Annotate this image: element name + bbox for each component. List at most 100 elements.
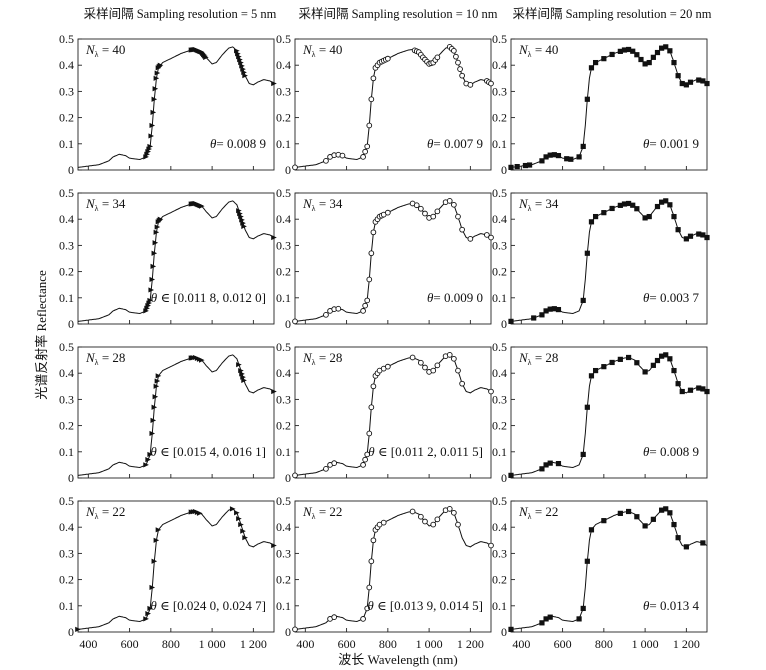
- panel-r3-c2: 0 0.1 0.2 0.3 0.4 0.5 400 600 800 1 000 1 200 Nλ = …: [492, 494, 708, 651]
- x-tick-label: 800: [379, 637, 397, 651]
- panel-frame: [510, 38, 708, 171]
- y-tick-label: 0.3: [492, 546, 507, 560]
- data-point-square: [576, 616, 582, 622]
- data-point-triangle: [150, 263, 157, 269]
- y-tick-label: 0.3: [492, 238, 507, 252]
- data-point-square: [543, 308, 549, 314]
- y-tick-label: 0.4: [59, 520, 74, 534]
- y-tick-label: 0: [501, 163, 507, 177]
- data-point-triangle: [240, 528, 246, 534]
- data-point-square: [650, 362, 656, 368]
- y-tick-label: 0.4: [276, 212, 291, 226]
- theta-label: θ= 0.007 9: [427, 136, 483, 151]
- x-tick-label: 1 200: [673, 637, 700, 651]
- data-point-square: [704, 234, 710, 241]
- data-point-triangle: [145, 611, 151, 617]
- n-lambda-label: Nλ = 40: [518, 42, 558, 59]
- y-tick-label: 0.2: [276, 111, 291, 125]
- y-tick-label: 0.1: [276, 291, 291, 305]
- data-point-square: [543, 462, 549, 468]
- y-tick-label: 0: [501, 471, 507, 485]
- data-point-circle: [370, 537, 377, 544]
- data-point-square: [617, 510, 623, 516]
- data-point-circle: [446, 506, 453, 512]
- y-tick-label: 0.3: [59, 84, 74, 98]
- n-lambda-label: Nλ = 28: [85, 350, 125, 367]
- data-point-square: [539, 466, 545, 472]
- data-point-square: [539, 312, 545, 318]
- panel-frame: [294, 192, 492, 325]
- data-point-square: [580, 605, 586, 612]
- data-point-square: [667, 48, 673, 54]
- y-tick-label: 0.5: [59, 186, 74, 200]
- data-point-triangle: [242, 73, 248, 79]
- data-point-square: [667, 510, 673, 516]
- data-point-square: [601, 364, 607, 370]
- data-point-square: [555, 306, 562, 313]
- data-point-triangle: [149, 584, 156, 591]
- data-point-triangle: [151, 250, 158, 256]
- data-point-triangle: [271, 542, 277, 549]
- data-point-triangle: [157, 62, 164, 68]
- y-tick-label: 0.2: [59, 111, 74, 125]
- data-point-triangle: [203, 54, 209, 60]
- y-tick-label: 0.3: [59, 392, 74, 406]
- data-point-square: [609, 51, 615, 58]
- data-point-square: [659, 507, 665, 513]
- n-lambda-label: Nλ = 22: [85, 504, 125, 521]
- data-point-triangle: [147, 451, 154, 458]
- x-tick-label: 800: [595, 637, 613, 651]
- y-tick-label: 0.5: [276, 186, 291, 200]
- data-point-circle: [467, 236, 474, 242]
- data-point-circle: [453, 53, 459, 60]
- column-title-10nm: 采样间隔 Sampling resolution = 10 nm: [298, 6, 497, 21]
- y-tick-label: 0.3: [276, 546, 291, 560]
- data-point-square: [539, 158, 545, 164]
- y-tick-label: 0.2: [492, 111, 507, 125]
- x-tick-label: 600: [338, 637, 356, 651]
- data-point-square: [626, 46, 632, 53]
- data-point-circle: [292, 164, 298, 171]
- data-point-square: [654, 203, 661, 210]
- y-tick-label: 0.4: [59, 366, 74, 380]
- column-title-20nm: 采样间隔 Sampling resolution = 20 nm: [512, 6, 711, 21]
- y-tick-label: 0.5: [492, 186, 507, 200]
- data-point-square: [543, 616, 549, 622]
- data-point-square: [659, 45, 665, 51]
- data-point-square: [687, 233, 694, 239]
- data-point-triangle: [155, 373, 162, 379]
- data-point-square: [617, 356, 623, 362]
- data-point-circle: [455, 367, 461, 374]
- data-point-circle: [292, 318, 298, 325]
- y-tick-label: 0.5: [276, 494, 291, 508]
- data-point-triangle: [143, 616, 149, 622]
- data-point-triangle: [145, 457, 151, 463]
- data-point-square: [626, 508, 632, 515]
- panel-r2-c2: 0 0.1 0.2 0.3 0.4 0.5 Nλ = 28 θ= 0.008 9: [492, 340, 710, 485]
- data-point-circle: [430, 367, 437, 374]
- data-point-circle: [457, 66, 463, 72]
- data-point-square: [642, 61, 648, 67]
- data-point-square: [526, 162, 533, 168]
- theta-label: θ= 0.001 9: [643, 136, 699, 151]
- data-point-circle: [364, 605, 371, 612]
- y-tick-label: 0.4: [276, 520, 291, 534]
- data-point-square: [700, 78, 706, 84]
- x-tick-label: 1 000: [199, 637, 226, 651]
- y-tick-label: 0.1: [492, 291, 507, 305]
- data-point-square: [592, 59, 599, 66]
- data-point-circle: [384, 55, 391, 62]
- data-point-circle: [488, 388, 494, 395]
- panel-frame: [294, 38, 492, 171]
- y-tick-label: 0.1: [59, 445, 74, 459]
- data-point-square: [592, 367, 599, 374]
- data-point-square: [675, 227, 681, 233]
- data-point-square: [659, 199, 665, 205]
- panel-frame: [77, 192, 275, 325]
- y-tick-label: 0.3: [59, 546, 74, 560]
- y-tick-label: 0: [285, 625, 291, 639]
- theta-label: θ ∈ [0.013 9, 0.014 5]: [367, 598, 483, 613]
- n-lambda-label: Nλ = 28: [518, 350, 558, 367]
- data-point-square: [576, 154, 582, 160]
